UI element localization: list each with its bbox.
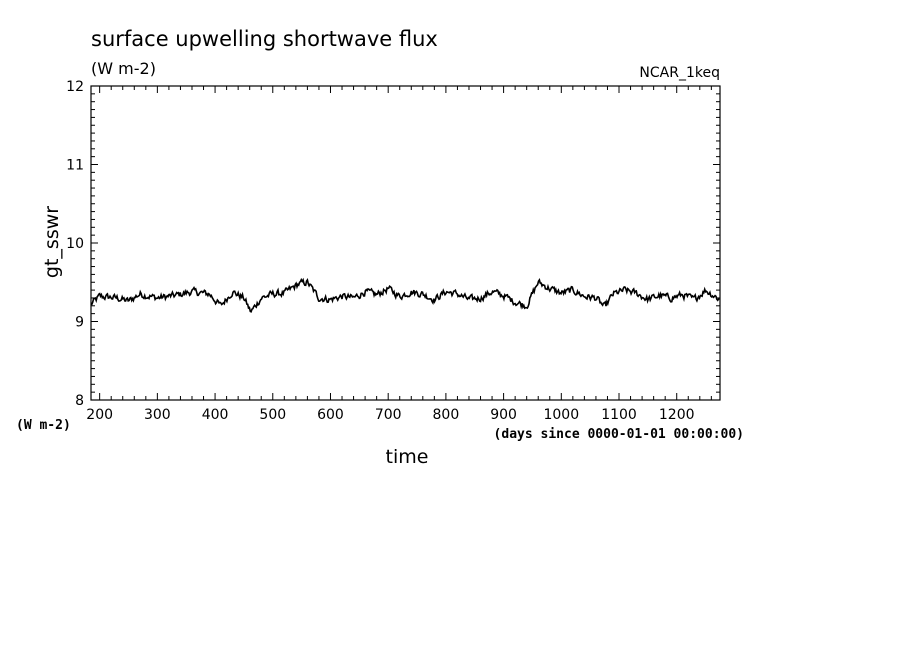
series-layer xyxy=(90,277,720,313)
y-tick-label: 10 xyxy=(66,236,84,252)
x-tick-label: 1100 xyxy=(601,407,637,423)
plot-frame xyxy=(90,85,721,401)
ticks-layer xyxy=(91,85,720,401)
chart-subtitle: (W m-2) xyxy=(91,59,156,78)
x-tick-label: 600 xyxy=(317,407,344,423)
y-unit-label: (W m-2) xyxy=(16,418,71,433)
y-tick-label: 8 xyxy=(75,393,84,409)
x-tick-label: 300 xyxy=(144,407,171,423)
series-line xyxy=(90,277,720,313)
x-tick-label: 700 xyxy=(375,407,402,423)
tick-labels-layer: 200 300 400 500 600 700 800 900 1000 1100 1200 8 9 10… xyxy=(66,79,694,423)
x-tick-label: 900 xyxy=(490,407,517,423)
x-unit-label: (days since 0000-01-01 00:00:00) xyxy=(494,427,744,442)
x-tick-label: 1200 xyxy=(659,407,695,423)
x-axis-label: time xyxy=(386,446,429,468)
x-tick-label: 500 xyxy=(259,407,286,423)
y-axis-label: gt_sswr xyxy=(41,206,63,278)
x-tick-label: 800 xyxy=(433,407,460,423)
x-tick-label: 1000 xyxy=(543,407,579,423)
y-tick-label: 11 xyxy=(66,158,84,174)
chart-title: surface upwelling shortwave flux xyxy=(91,27,438,51)
source-label: NCAR_1keq xyxy=(639,65,720,81)
y-tick-label: 12 xyxy=(66,79,84,95)
y-tick-label: 9 xyxy=(75,315,84,331)
x-tick-label: 200 xyxy=(86,407,113,423)
x-tick-label: 400 xyxy=(202,407,229,423)
